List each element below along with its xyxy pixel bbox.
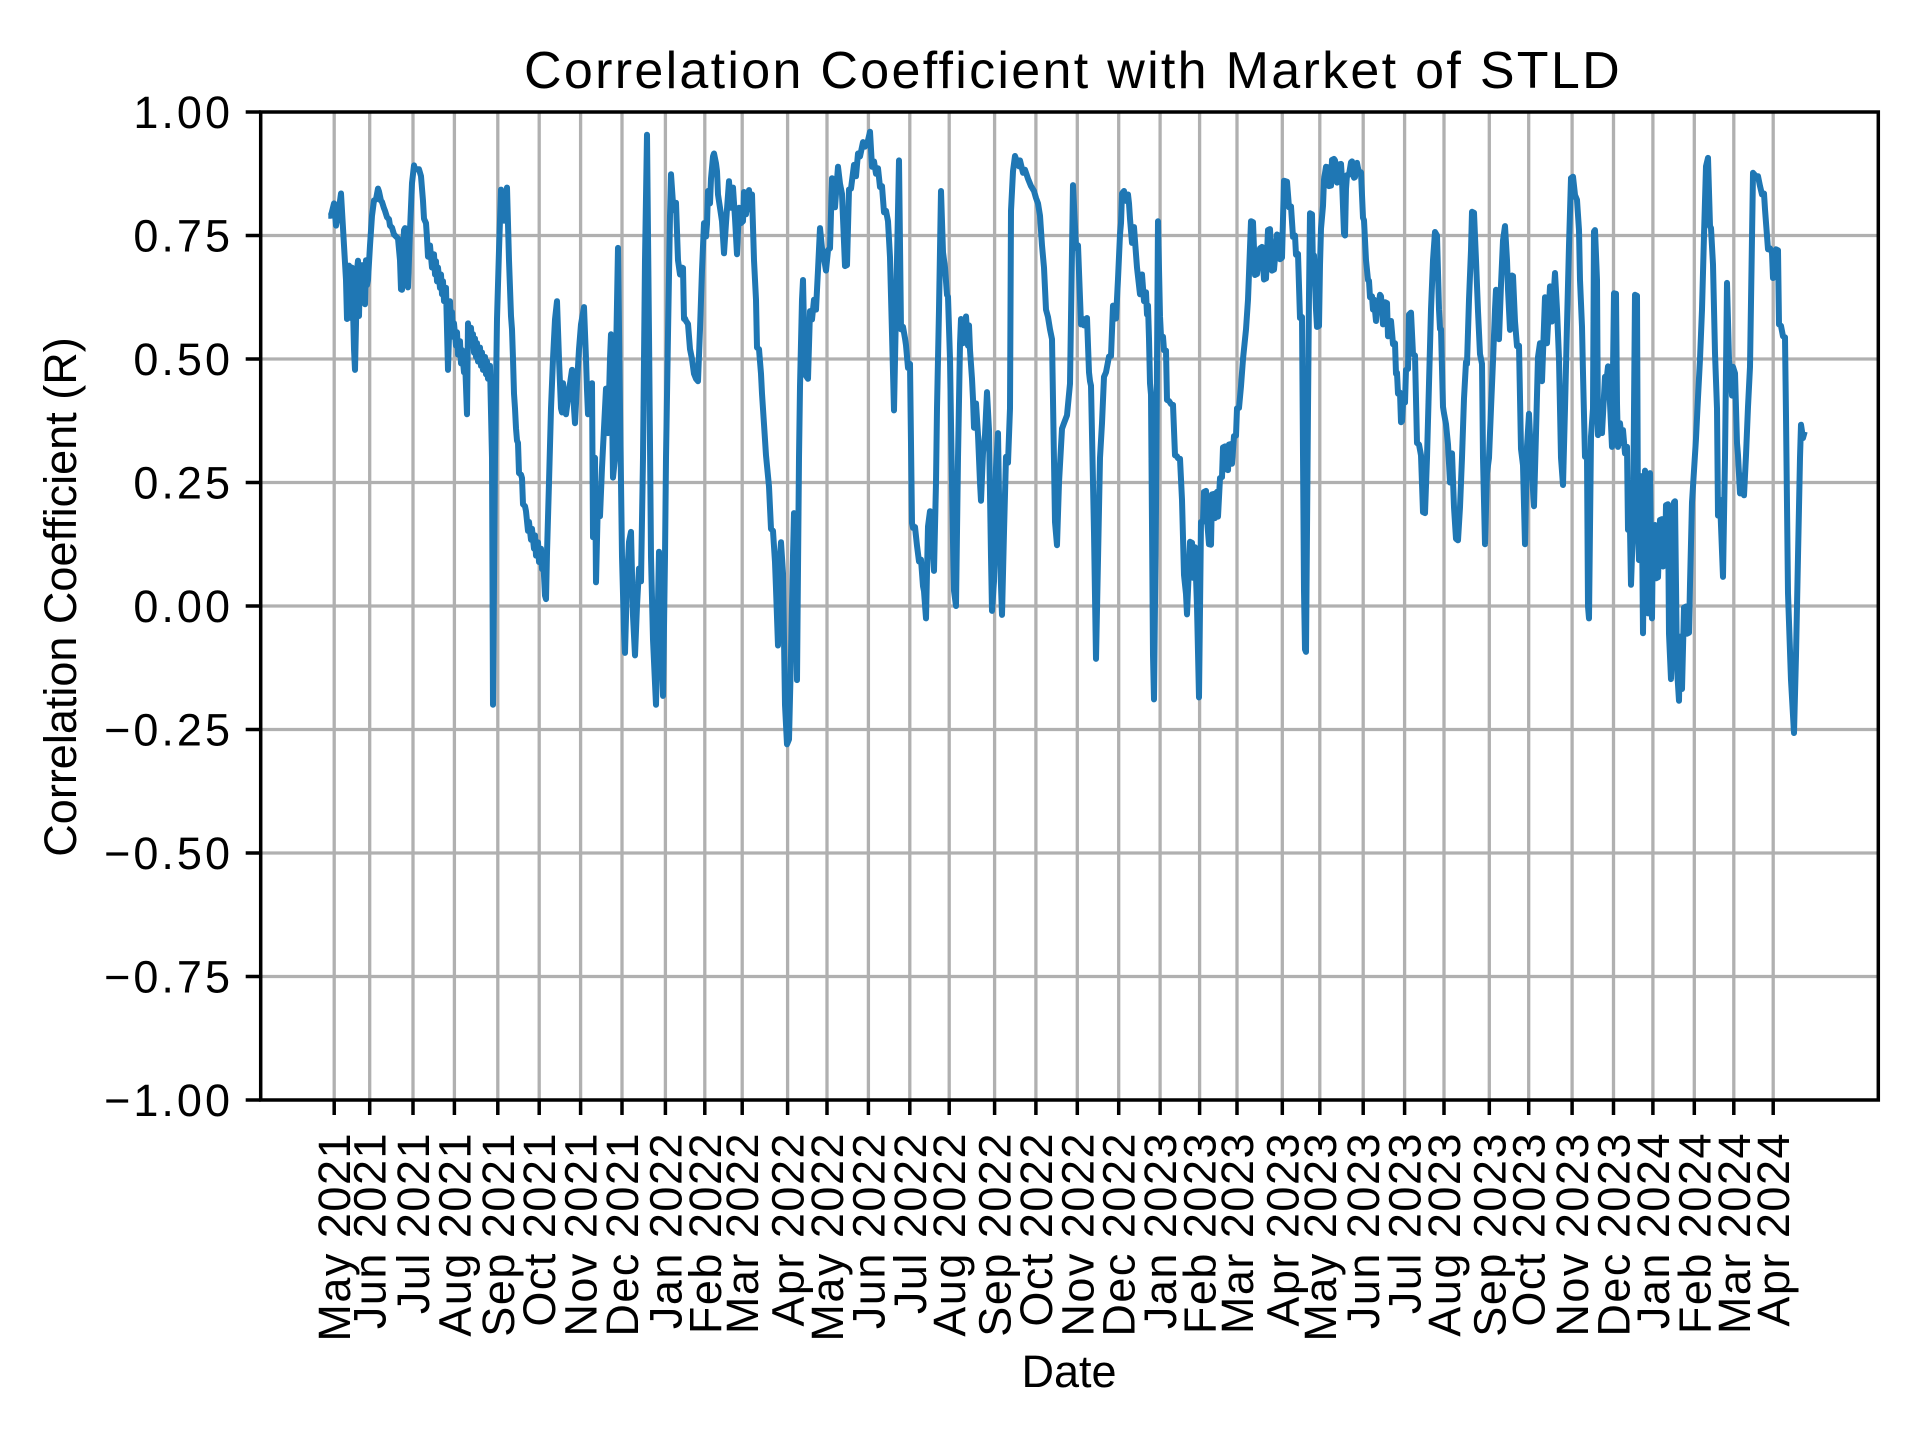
svg-text:1.00: 1.00	[133, 87, 233, 138]
svg-text:Jan 2022: Jan 2022	[640, 1132, 691, 1329]
svg-text:Feb 2023: Feb 2023	[1175, 1132, 1226, 1334]
svg-text:Oct 2023: Oct 2023	[1504, 1132, 1555, 1327]
svg-text:Mar 2024: Mar 2024	[1709, 1132, 1760, 1334]
svg-text:Dec 2022: Dec 2022	[1094, 1132, 1145, 1337]
svg-text:Dec 2021: Dec 2021	[597, 1132, 648, 1337]
svg-text:Nov 2022: Nov 2022	[1052, 1132, 1103, 1337]
svg-text:Apr 2024: Apr 2024	[1748, 1132, 1799, 1327]
svg-text:Nov 2023: Nov 2023	[1547, 1132, 1598, 1337]
svg-text:Jun 2022: Jun 2022	[843, 1132, 894, 1329]
svg-text:Feb 2022: Feb 2022	[680, 1132, 731, 1334]
svg-text:Mar 2022: Mar 2022	[717, 1132, 768, 1334]
svg-text:Sep 2022: Sep 2022	[970, 1132, 1021, 1337]
svg-text:Date: Date	[1021, 1346, 1116, 1397]
svg-text:Correlation Coefficient with M: Correlation Coefficient with Market of S…	[524, 42, 1622, 100]
svg-text:0.50: 0.50	[133, 334, 233, 385]
svg-text:0.75: 0.75	[133, 211, 233, 262]
svg-text:Apr 2022: Apr 2022	[763, 1132, 814, 1327]
svg-text:Jan 2024: Jan 2024	[1628, 1132, 1679, 1329]
svg-text:−0.50: −0.50	[104, 828, 233, 879]
svg-text:Jul 2021: Jul 2021	[388, 1132, 439, 1314]
svg-text:May 2021: May 2021	[309, 1132, 360, 1342]
svg-text:−0.25: −0.25	[104, 705, 233, 756]
svg-text:Jun 2021: Jun 2021	[345, 1132, 396, 1329]
svg-text:−0.75: −0.75	[104, 952, 233, 1003]
svg-text:−1.00: −1.00	[104, 1075, 233, 1126]
svg-text:Sep 2023: Sep 2023	[1464, 1132, 1515, 1337]
svg-text:May 2022: May 2022	[802, 1132, 853, 1342]
svg-text:Aug 2022: Aug 2022	[924, 1132, 975, 1337]
svg-text:Oct 2021: Oct 2021	[514, 1132, 565, 1327]
svg-text:May 2023: May 2023	[1295, 1132, 1346, 1342]
svg-text:Correlation Coefficient (R): Correlation Coefficient (R)	[35, 337, 86, 856]
svg-text:Jun 2023: Jun 2023	[1338, 1132, 1389, 1329]
svg-text:Aug 2021: Aug 2021	[429, 1132, 480, 1337]
svg-text:Nov 2021: Nov 2021	[556, 1132, 607, 1337]
svg-text:Jul 2023: Jul 2023	[1380, 1132, 1431, 1314]
svg-text:Mar 2023: Mar 2023	[1212, 1132, 1263, 1334]
svg-text:Jul 2022: Jul 2022	[885, 1132, 936, 1314]
svg-text:0.25: 0.25	[133, 458, 233, 509]
svg-text:Oct 2022: Oct 2022	[1011, 1132, 1062, 1327]
svg-text:Sep 2021: Sep 2021	[473, 1132, 524, 1337]
svg-text:Apr 2023: Apr 2023	[1257, 1132, 1308, 1327]
svg-text:Feb 2024: Feb 2024	[1669, 1132, 1720, 1334]
svg-text:Dec 2023: Dec 2023	[1589, 1132, 1640, 1337]
svg-text:Jan 2023: Jan 2023	[1135, 1132, 1186, 1329]
svg-text:Aug 2023: Aug 2023	[1419, 1132, 1470, 1337]
svg-text:0.00: 0.00	[133, 581, 233, 632]
